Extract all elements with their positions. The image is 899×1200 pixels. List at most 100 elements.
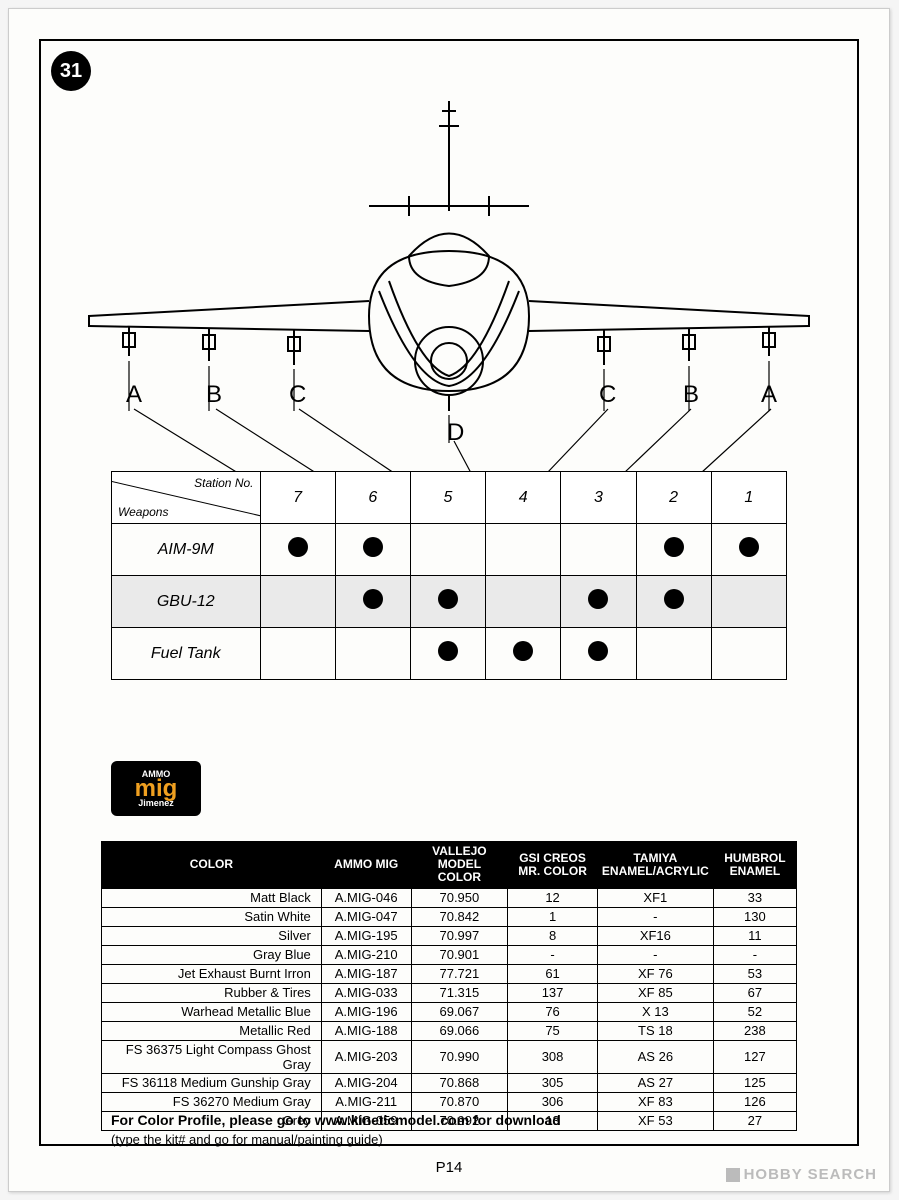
- station-label-c-left: C: [289, 381, 306, 409]
- weapons-row-label: GBU-12: [112, 576, 261, 628]
- color-cell: A.MIG-188: [321, 1021, 411, 1040]
- color-cell: A.MIG-204: [321, 1073, 411, 1092]
- color-cell: Jet Exhaust Burnt Irron: [102, 964, 322, 983]
- station-label-a-left: A: [126, 381, 142, 409]
- color-cell: 305: [508, 1073, 598, 1092]
- aircraft-svg: [69, 81, 829, 461]
- weapons-cell: [410, 524, 485, 576]
- color-col-header: GSI CREOSMR. COLOR: [508, 842, 598, 889]
- footnote-line1: For Color Profile, please go to www.kine…: [111, 1111, 561, 1131]
- color-cell: 70.997: [411, 926, 508, 945]
- color-cell: FS 36270 Medium Gray: [102, 1092, 322, 1111]
- content-frame: 31: [39, 39, 859, 1146]
- color-cell: 137: [508, 983, 598, 1002]
- color-cell: X 13: [597, 1002, 713, 1021]
- dot-icon: [588, 641, 608, 661]
- color-cell: 52: [713, 1002, 796, 1021]
- weapons-table: Station No.Weapons7654321 AIM-9MGBU-12Fu…: [111, 471, 787, 680]
- color-row: Gray BlueA.MIG-21070.901---: [102, 945, 797, 964]
- color-table: COLORAMMO MIGVALLEJOMODEL COLORGSI CREOS…: [101, 841, 797, 1131]
- color-cell: 70.842: [411, 907, 508, 926]
- color-cell: 33: [713, 888, 796, 907]
- footnote-line2: (type the kit# and go for manual/paintin…: [111, 1131, 561, 1149]
- weapons-cell: [636, 576, 711, 628]
- color-cell: 69.066: [411, 1021, 508, 1040]
- color-cell: Satin White: [102, 907, 322, 926]
- ammo-mig-logo: AMMO mig Jimenez: [111, 761, 201, 816]
- color-col-header: AMMO MIG: [321, 842, 411, 889]
- color-cell: 70.990: [411, 1040, 508, 1073]
- color-cell: XF 85: [597, 983, 713, 1002]
- color-cell: 70.868: [411, 1073, 508, 1092]
- weapons-cell: [711, 524, 786, 576]
- dot-icon: [739, 537, 759, 557]
- weapons-cell: [260, 576, 335, 628]
- color-cell: A.MIG-203: [321, 1040, 411, 1073]
- color-cell: 127: [713, 1040, 796, 1073]
- footnote: For Color Profile, please go to www.kine…: [111, 1111, 561, 1149]
- dot-icon: [438, 589, 458, 609]
- corner-bottom-label: Weapons: [118, 505, 168, 519]
- color-cell: A.MIG-195: [321, 926, 411, 945]
- color-col-header: VALLEJOMODEL COLOR: [411, 842, 508, 889]
- color-row: FS 36375 Light Compass Ghost GrayA.MIG-2…: [102, 1040, 797, 1073]
- color-cell: A.MIG-210: [321, 945, 411, 964]
- weapons-row-label: AIM-9M: [112, 524, 261, 576]
- weapons-col-header: 4: [486, 472, 561, 524]
- watermark-icon: [726, 1168, 740, 1182]
- weapons-cell: [486, 628, 561, 680]
- color-cell: XF16: [597, 926, 713, 945]
- color-cell: 11: [713, 926, 796, 945]
- color-cell: 8: [508, 926, 598, 945]
- color-cell: 77.721: [411, 964, 508, 983]
- dot-icon: [288, 537, 308, 557]
- weapons-cell: [410, 576, 485, 628]
- color-row: Jet Exhaust Burnt IrronA.MIG-18777.72161…: [102, 964, 797, 983]
- color-cell: XF 53: [597, 1111, 713, 1130]
- color-cell: A.MIG-047: [321, 907, 411, 926]
- weapons-cell: [260, 524, 335, 576]
- weapons-cell: [561, 628, 636, 680]
- weapons-row: AIM-9M: [112, 524, 787, 576]
- color-cell: A.MIG-033: [321, 983, 411, 1002]
- dot-icon: [438, 641, 458, 661]
- color-row: Warhead Metallic BlueA.MIG-19669.06776X …: [102, 1002, 797, 1021]
- color-cell: 70.870: [411, 1092, 508, 1111]
- weapons-cell: [711, 628, 786, 680]
- color-cell: Matt Black: [102, 888, 322, 907]
- color-cell: Warhead Metallic Blue: [102, 1002, 322, 1021]
- color-row: Satin WhiteA.MIG-04770.8421-130: [102, 907, 797, 926]
- color-cell: Gray Blue: [102, 945, 322, 964]
- color-cell: -: [508, 945, 598, 964]
- weapons-cell: [260, 628, 335, 680]
- weapons-cell: [711, 576, 786, 628]
- color-cell: AS 26: [597, 1040, 713, 1073]
- color-cell: Rubber & Tires: [102, 983, 322, 1002]
- color-cell: FS 36118 Medium Gunship Gray: [102, 1073, 322, 1092]
- color-cell: -: [713, 945, 796, 964]
- weapons-cell: [335, 576, 410, 628]
- color-cell: A.MIG-187: [321, 964, 411, 983]
- color-cell: 69.067: [411, 1002, 508, 1021]
- color-cell: Metallic Red: [102, 1021, 322, 1040]
- weapons-col-header: 5: [410, 472, 485, 524]
- color-col-header: HUMBROLENAMEL: [713, 842, 796, 889]
- weapons-cell: [561, 576, 636, 628]
- logo-bottom: Jimenez: [138, 799, 174, 807]
- weapons-col-header: 7: [260, 472, 335, 524]
- page: 31: [8, 8, 890, 1192]
- weapons-col-header: 3: [561, 472, 636, 524]
- color-cell: 306: [508, 1092, 598, 1111]
- weapons-col-header: 6: [335, 472, 410, 524]
- color-cell: 76: [508, 1002, 598, 1021]
- color-row: FS 36118 Medium Gunship GrayA.MIG-20470.…: [102, 1073, 797, 1092]
- corner-top-label: Station No.: [194, 476, 253, 490]
- weapons-cell: [486, 524, 561, 576]
- station-label-d: D: [447, 419, 464, 447]
- color-row: Rubber & TiresA.MIG-03371.315137XF 8567: [102, 983, 797, 1002]
- station-label-c-right: C: [599, 381, 616, 409]
- color-cell: 238: [713, 1021, 796, 1040]
- color-cell: 53: [713, 964, 796, 983]
- color-cell: 126: [713, 1092, 796, 1111]
- dot-icon: [363, 589, 383, 609]
